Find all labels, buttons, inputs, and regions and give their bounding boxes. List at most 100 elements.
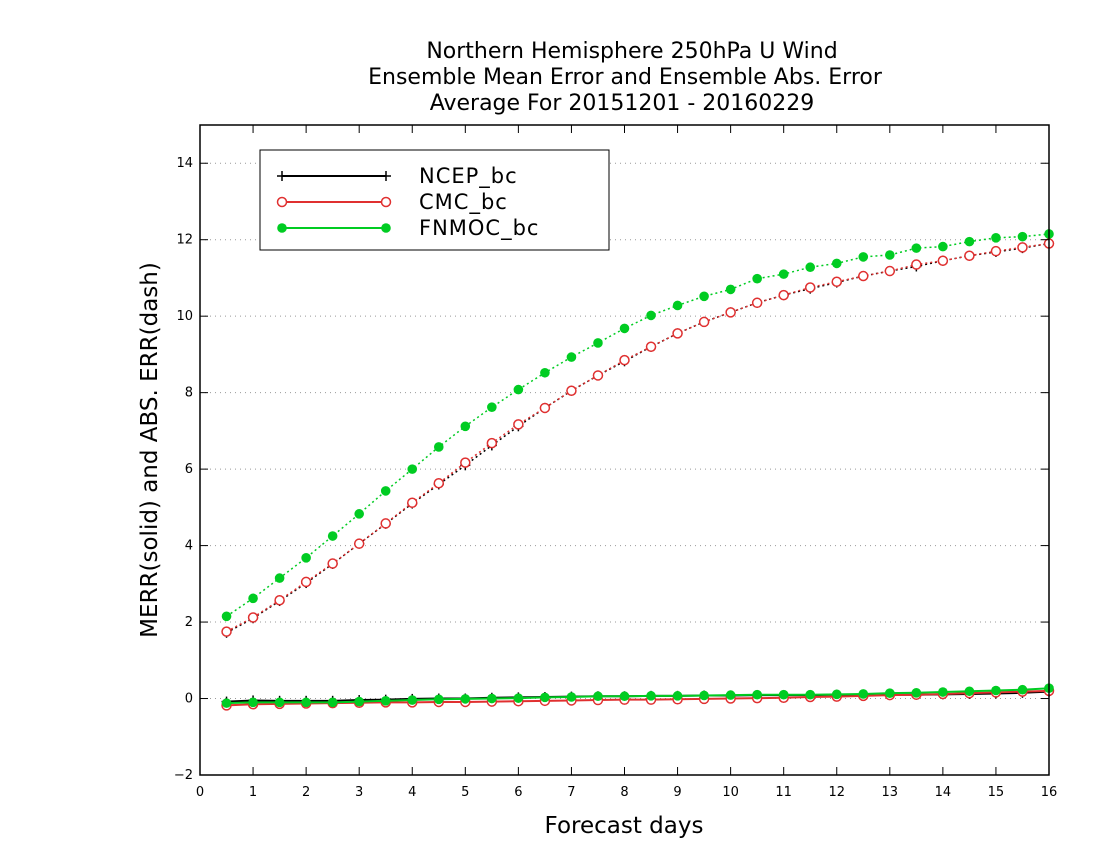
abs-err-point — [486, 437, 498, 449]
abs-err-point — [407, 464, 418, 474]
abs-err-point — [513, 384, 524, 395]
abs-err-point — [274, 573, 285, 583]
abs-err-line — [226, 242, 1050, 634]
x-axis-title: Forecast days — [545, 813, 704, 839]
y-tick-label: 6 — [185, 462, 193, 477]
abs-err-point — [831, 258, 842, 269]
abs-err-point — [937, 255, 949, 266]
abs-err-point — [884, 265, 896, 277]
merr-point — [964, 686, 975, 697]
merr-point — [938, 687, 948, 697]
merr-point — [699, 690, 709, 701]
merr-point — [778, 689, 789, 700]
x-tick-label: 14 — [935, 785, 952, 800]
abs-err-line — [226, 242, 1050, 633]
x-tick-label: 7 — [567, 785, 575, 800]
merr-point — [433, 694, 444, 705]
abs-err-point — [645, 341, 657, 353]
abs-err-point — [964, 250, 975, 262]
abs-err-point — [566, 385, 577, 396]
abs-err-point — [460, 457, 471, 468]
merr-point — [301, 697, 311, 708]
chart-title-line-2: Ensemble Mean Error and Ensemble Abs. Er… — [368, 65, 883, 90]
abs-err-point — [539, 402, 551, 414]
x-tick-label: 10 — [722, 785, 739, 800]
x-tick-label: 16 — [1041, 785, 1058, 800]
merr-point — [593, 691, 603, 702]
grid — [200, 162, 1049, 776]
abs-err-point — [858, 252, 869, 262]
merr-point — [327, 697, 338, 708]
series-CMC_bc — [221, 238, 1055, 711]
merr-point — [831, 689, 842, 700]
merr-point — [752, 689, 762, 700]
abs-err-point — [646, 310, 656, 321]
abs-err-point — [300, 576, 312, 588]
merr-point — [619, 691, 630, 702]
abs-err-point — [831, 276, 842, 288]
x-tick-label: 12 — [828, 785, 845, 800]
abs-err-point — [327, 558, 338, 569]
legend-label: CMC_bc — [419, 190, 508, 215]
chart-title-line-3: Average For 20151201 - 20160229 — [430, 91, 815, 116]
merr-point — [646, 691, 656, 701]
x-tick-label: 4 — [408, 785, 416, 800]
abs-err-point — [460, 421, 471, 432]
abs-err-point — [274, 595, 285, 606]
merr-point — [354, 696, 364, 707]
x-tick-label: 9 — [673, 785, 681, 800]
abs-err-point — [566, 352, 577, 362]
series-NCEP_bc — [221, 238, 1054, 707]
abs-err-point — [938, 241, 948, 252]
x-tick-label: 6 — [514, 785, 522, 800]
x-tick-label: 3 — [355, 785, 363, 800]
abs-err-point — [1017, 231, 1028, 242]
legend-marker — [277, 223, 287, 233]
merr-point — [566, 692, 577, 702]
abs-err-point — [885, 250, 895, 260]
abs-err-point — [990, 245, 1002, 257]
abs-err-point — [752, 273, 762, 284]
abs-err-point — [672, 328, 683, 339]
y-tick-label: 8 — [185, 386, 193, 401]
y-tick-label: 12 — [176, 233, 193, 248]
merr-point — [248, 697, 258, 708]
abs-err-line — [226, 233, 1050, 617]
y-axis-title: MERR(solid) and ABS. ERR(dash) — [137, 262, 163, 638]
abs-err-point — [964, 236, 975, 247]
abs-err-point — [778, 289, 789, 301]
merr-point — [805, 689, 816, 700]
abs-err-point — [725, 307, 736, 318]
abs-err-point — [487, 402, 497, 412]
abs-err-point — [699, 291, 709, 302]
abs-err-point — [221, 611, 232, 622]
merr-point — [911, 687, 922, 698]
legend-marker — [381, 223, 391, 233]
merr-point — [460, 694, 471, 704]
x-tick-label: 11 — [775, 785, 792, 800]
abs-err-point — [540, 367, 550, 378]
abs-err-point — [619, 323, 630, 334]
merr-point — [885, 688, 895, 698]
series-layer — [221, 229, 1055, 711]
merr-point — [725, 690, 736, 700]
abs-err-point — [725, 284, 736, 295]
abs-err-point — [593, 338, 603, 348]
merr-point — [540, 692, 550, 703]
abs-err-point — [248, 593, 258, 604]
x-tick-label: 13 — [882, 785, 899, 800]
abs-err-point — [672, 300, 683, 311]
abs-err-point — [619, 354, 630, 366]
merr-point — [672, 691, 683, 701]
abs-err-point — [433, 442, 444, 452]
y-tick-label: 14 — [176, 156, 193, 171]
merr-point — [1017, 684, 1028, 695]
legend-item-NCEP_bc: NCEP_bc — [277, 164, 517, 189]
abs-err-point — [698, 316, 710, 328]
abs-err-point — [407, 497, 418, 509]
abs-err-point — [513, 419, 524, 430]
chart-title-line-1: Northern Hemisphere 250hPa U Wind — [426, 39, 837, 64]
x-tick-label: 5 — [461, 785, 469, 800]
abs-err-point — [380, 486, 391, 496]
